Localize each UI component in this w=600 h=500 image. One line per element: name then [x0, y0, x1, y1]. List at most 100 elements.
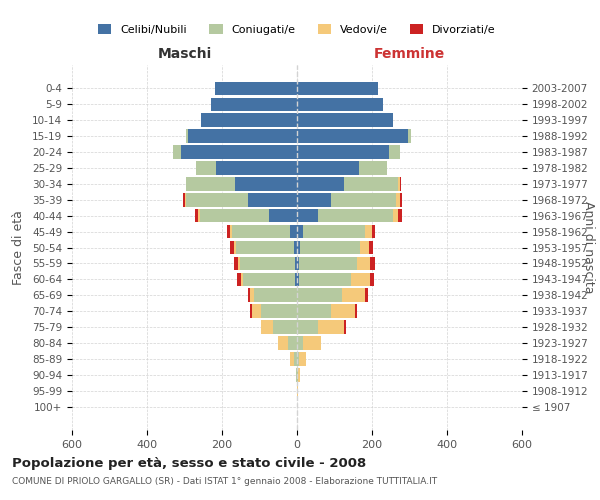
Bar [297, 161, 387, 174]
Bar [297, 320, 344, 334]
Text: COMUNE DI PRIOLO GARGALLO (SR) - Dati ISTAT 1° gennaio 2008 - Elaborazione TUTTI: COMUNE DI PRIOLO GARGALLO (SR) - Dati IS… [12, 478, 437, 486]
Bar [297, 225, 372, 238]
Bar [262, 304, 297, 318]
Bar [297, 352, 307, 366]
Bar [297, 304, 331, 318]
Bar [252, 304, 297, 318]
Bar [297, 82, 377, 95]
Bar [254, 288, 297, 302]
Bar [290, 352, 297, 366]
Bar [297, 368, 299, 382]
Bar [215, 82, 297, 95]
Bar [237, 272, 297, 286]
Bar [297, 272, 299, 286]
Bar [202, 114, 297, 127]
Bar [297, 177, 344, 190]
Bar [211, 98, 297, 111]
Bar [250, 288, 297, 302]
Bar [297, 225, 375, 238]
Bar [297, 82, 377, 95]
Bar [296, 368, 297, 382]
Bar [297, 145, 400, 159]
Bar [294, 240, 297, 254]
Text: Maschi: Maschi [157, 48, 212, 62]
Bar [236, 240, 297, 254]
Bar [262, 320, 297, 334]
Bar [232, 225, 297, 238]
Bar [297, 320, 317, 334]
Bar [297, 98, 383, 111]
Bar [269, 209, 297, 222]
Bar [211, 98, 297, 111]
Bar [234, 256, 297, 270]
Bar [290, 352, 297, 366]
Bar [297, 288, 368, 302]
Bar [297, 177, 398, 190]
Bar [297, 304, 357, 318]
Bar [297, 130, 407, 143]
Bar [230, 225, 297, 238]
Bar [297, 240, 370, 254]
Bar [297, 98, 383, 111]
Bar [248, 193, 297, 206]
Bar [227, 225, 297, 238]
Bar [235, 177, 297, 190]
Bar [185, 193, 297, 206]
Bar [297, 161, 387, 174]
Bar [297, 288, 365, 302]
Bar [238, 256, 297, 270]
Bar [297, 352, 307, 366]
Bar [295, 256, 297, 270]
Bar [278, 336, 297, 350]
Bar [297, 114, 392, 127]
Bar [297, 272, 370, 286]
Bar [297, 209, 392, 222]
Bar [187, 130, 297, 143]
Bar [297, 145, 400, 159]
Bar [217, 161, 297, 174]
Bar [297, 98, 383, 111]
Bar [173, 145, 297, 159]
Bar [250, 304, 297, 318]
Bar [211, 98, 297, 111]
Bar [297, 368, 299, 382]
Bar [296, 368, 297, 382]
Bar [297, 225, 302, 238]
Bar [187, 130, 297, 143]
Bar [248, 288, 297, 302]
Bar [297, 130, 412, 143]
Bar [297, 256, 370, 270]
Bar [234, 240, 297, 254]
Bar [197, 209, 297, 222]
Bar [215, 82, 297, 95]
Bar [173, 145, 297, 159]
Bar [297, 336, 322, 350]
Bar [196, 161, 297, 174]
Bar [297, 352, 299, 366]
Bar [297, 114, 392, 127]
Bar [297, 336, 302, 350]
Bar [215, 82, 297, 95]
Bar [297, 240, 300, 254]
Bar [297, 256, 357, 270]
Bar [272, 320, 297, 334]
Bar [297, 272, 352, 286]
Bar [187, 177, 297, 190]
Bar [211, 98, 297, 111]
Bar [241, 272, 297, 286]
Bar [202, 114, 297, 127]
Bar [297, 193, 400, 206]
Bar [295, 272, 297, 286]
Bar [297, 272, 374, 286]
Bar [297, 161, 387, 174]
Bar [202, 114, 297, 127]
Bar [297, 114, 392, 127]
Bar [230, 240, 297, 254]
Bar [297, 145, 400, 159]
Text: Femmine: Femmine [374, 48, 445, 62]
Bar [297, 130, 412, 143]
Bar [297, 225, 365, 238]
Bar [297, 209, 402, 222]
Bar [297, 304, 355, 318]
Bar [242, 272, 297, 286]
